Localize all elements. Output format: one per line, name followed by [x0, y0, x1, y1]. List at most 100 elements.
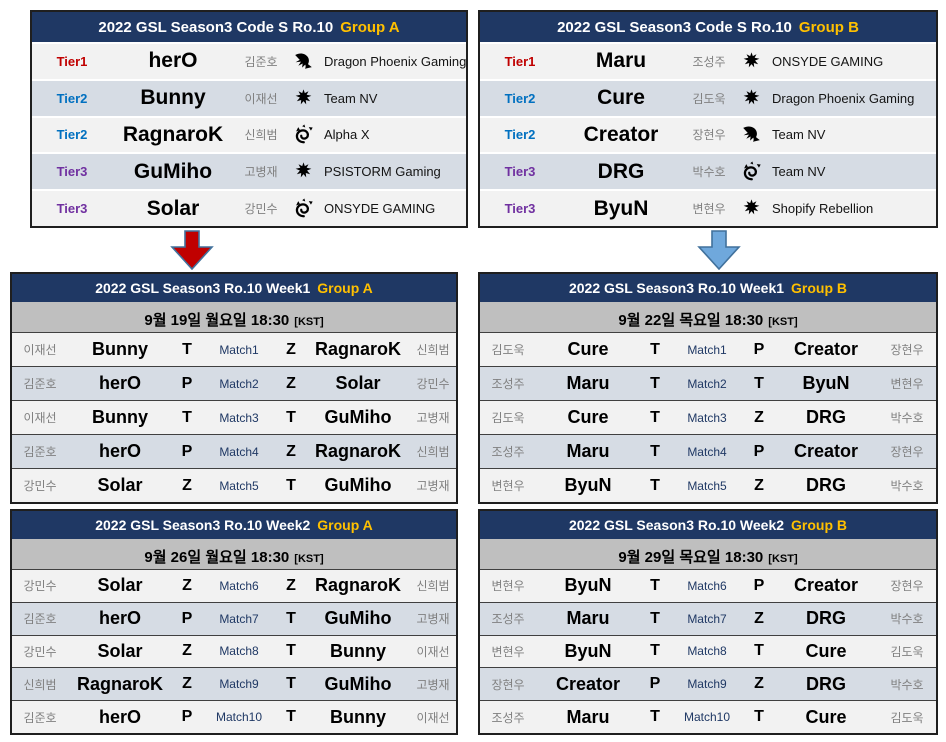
match-label: Match3: [219, 410, 259, 425]
right-player-name: Creator: [793, 441, 859, 461]
roster-title-group: Group B: [798, 18, 859, 36]
schedule-title-group: Group B: [791, 517, 848, 533]
right-player-korean-name: 장현우: [890, 445, 924, 459]
roster-row: Tier3 GuMiho 고병재 PSISTORM Gaming: [32, 152, 466, 190]
tier-label: Tier3: [56, 164, 88, 180]
left-player-korean-name: 변현우: [491, 644, 525, 659]
roster-table-group-b: 2022 GSL Season3 Code S Ro.10 Group B Ti…: [478, 10, 938, 228]
left-player-name: Solar: [97, 640, 143, 661]
left-player-name: herO: [98, 441, 141, 461]
left-player-name: RagnaroK: [76, 673, 163, 694]
schedule-title: 2022 GSL Season3 Ro.10 Week1: [95, 280, 311, 296]
right-player-race-letter: P: [753, 442, 765, 460]
left-player-korean-name: 신희범: [23, 677, 57, 692]
left-player-korean-name: 김도욱: [491, 343, 525, 357]
race-icon-protoss: [288, 51, 318, 72]
player-name: Solar: [146, 196, 200, 220]
left-player-race-letter: P: [181, 374, 193, 392]
right-player-korean-name: 강민수: [416, 377, 450, 391]
player-korean-name: 조성주: [692, 54, 726, 69]
team-name: PSISTORM Gaming: [324, 164, 441, 180]
team-name: Alpha X: [324, 127, 370, 143]
left-player-name: Cure: [567, 407, 609, 427]
team-name: Team NV: [324, 90, 378, 106]
left-player-korean-name: 조성주: [491, 377, 525, 391]
left-player-name: Solar: [97, 475, 143, 495]
right-player-name: Cure: [805, 640, 847, 661]
player-name: ByuN: [593, 196, 649, 220]
right-player-korean-name: 고병재: [416, 479, 450, 493]
schedule-header-week1-group-a: 2022 GSL Season3 Ro.10 Week1 Group A: [12, 274, 456, 302]
schedule-title-group: Group A: [317, 280, 373, 296]
left-player-korean-name: 김준호: [23, 612, 57, 627]
left-player-name: Maru: [566, 608, 610, 629]
left-player-name: herO: [98, 373, 141, 393]
match-row: 강민수 Solar Z Match5 T GuMiho 고병재: [12, 468, 456, 502]
team-name: Dragon Phoenix Gaming: [772, 90, 915, 106]
left-player-race-letter: P: [181, 708, 193, 726]
left-player-korean-name: 이재선: [23, 343, 57, 357]
team-name: Dragon Phoenix Gaming: [324, 53, 467, 69]
left-player-race-letter: T: [650, 642, 660, 660]
right-player-race-letter: Z: [286, 340, 296, 358]
left-player-korean-name: 변현우: [491, 479, 525, 493]
player-name: Maru: [595, 49, 647, 73]
right-player-name: Cure: [805, 706, 847, 727]
tier-label: Tier1: [504, 53, 536, 69]
schedule-body-week1-group-a: 이재선 Bunny T Match1 Z RagnaroK 신희범 김준호 herO P Match…: [12, 333, 456, 502]
roster-band: 2022 GSL Season3 Code S Ro.10 Group A Ti…: [0, 10, 946, 228]
left-player-korean-name: 이재선: [23, 411, 57, 425]
left-player-race-letter: Z: [182, 476, 192, 494]
right-player-korean-name: 변현우: [890, 377, 924, 391]
right-player-name: Solar: [335, 373, 381, 393]
left-player-name: Creator: [555, 673, 621, 694]
left-player-race-letter: T: [650, 442, 660, 460]
match-row: 김도욱 Cure T Match3 Z DRG 박수호: [480, 400, 936, 434]
player-korean-name: 신희범: [244, 128, 278, 143]
schedule-body-week2-group-b: 변현우 ByuN T Match6 P Creator 장현우 조성주 Maru T Match7 Z…: [480, 570, 936, 733]
left-player-name: Maru: [566, 441, 610, 461]
left-player-race-letter: P: [181, 442, 193, 460]
player-name: Bunny: [140, 86, 206, 110]
tier-label: Tier1: [56, 53, 88, 69]
left-player-name: ByuN: [564, 575, 612, 596]
match-label: Match3: [687, 410, 727, 425]
team-name: ONSYDE GAMING: [772, 53, 884, 69]
right-player-race-letter: P: [753, 576, 765, 594]
right-player-name: GuMiho: [324, 673, 392, 694]
left-player-korean-name: 김도욱: [491, 411, 525, 425]
right-player-korean-name: 신희범: [416, 445, 450, 459]
match-row: 이재선 Bunny T Match1 Z RagnaroK 신희범: [12, 333, 456, 366]
schedule-table-week1-group-b: 2022 GSL Season3 Ro.10 Week1 Group B 9월 …: [478, 272, 938, 504]
match-label: Match2: [219, 376, 259, 391]
schedule-body-week1-group-b: 김도욱 Cure T Match1 P Creator 장현우 조성주 Maru T Match2 T…: [480, 333, 936, 502]
roster-row: Tier3 Solar 강민수 ONSYDE GAMING: [32, 189, 466, 226]
left-player-korean-name: 강민수: [23, 579, 57, 594]
week1-band: 2022 GSL Season3 Ro.10 Week1 Group A 9월 …: [0, 272, 946, 504]
match-row: 김준호 herO P Match10 T Bunny 이재선: [12, 700, 456, 733]
right-player-korean-name: 신희범: [416, 579, 450, 594]
left-player-race-letter: T: [650, 609, 660, 627]
left-player-korean-name: 강민수: [23, 479, 57, 493]
left-player-korean-name: 강민수: [23, 644, 57, 659]
right-player-race-letter: Z: [754, 408, 764, 426]
tier-label: Tier3: [504, 164, 536, 180]
right-player-race-letter: Z: [286, 442, 296, 460]
left-player-race-letter: T: [650, 708, 660, 726]
week2-band: 2022 GSL Season3 Ro.10 Week2 Group A 9월 …: [0, 504, 946, 735]
match-label: Match10: [683, 710, 731, 725]
match-row: 변현우 ByuN T Match6 P Creator 장현우: [480, 570, 936, 602]
match-label: Match8: [219, 644, 259, 659]
roster-title-group: Group A: [340, 18, 400, 36]
right-player-race-letter: T: [754, 642, 764, 660]
race-icon-protoss: [736, 124, 766, 145]
player-korean-name: 장현우: [692, 128, 726, 143]
right-player-name: RagnaroK: [314, 575, 401, 596]
match-label: Match4: [219, 444, 259, 459]
left-player-korean-name: 변현우: [491, 579, 525, 594]
player-korean-name: 이재선: [244, 91, 278, 106]
match-row: 신희범 RagnaroK Z Match9 T GuMiho 고병재: [12, 667, 456, 701]
match-label: Match8: [687, 644, 727, 659]
race-icon-terran: [736, 198, 766, 219]
team-name: ONSYDE GAMING: [324, 201, 436, 217]
